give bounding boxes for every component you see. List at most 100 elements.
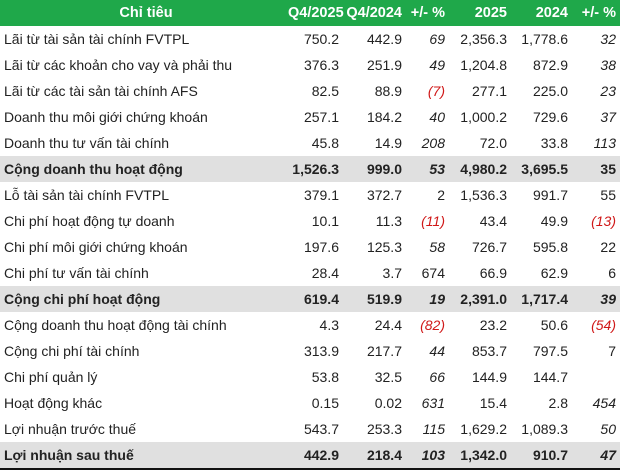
row-label: Cộng chi phí tài chính (4, 343, 140, 359)
cell-q4-2024: 3.7 (382, 265, 402, 281)
cell-q-change-pct: 103 (406, 442, 449, 470)
cell-q4-2025: 750.2 (303, 31, 339, 47)
cell-2025: 66.9 (479, 265, 507, 281)
cell-q4-2024: 184.2 (366, 109, 402, 125)
cell-q-change-pct: 631 (421, 395, 445, 411)
cell-2025: 43.4 (479, 213, 507, 229)
cell-2024: 144.7 (532, 369, 568, 385)
cell-y-change-pct: (13) (591, 213, 616, 229)
cell-q4-2025: 45.8 (311, 135, 339, 151)
row-label: Lãi từ các tài sản tài chính AFS (4, 83, 198, 99)
table-row: Lãi từ tài sản tài chính FVTPL 750.2 442.9… (0, 26, 620, 52)
cell-q-change-pct: (11) (421, 213, 445, 229)
cell-q4-2024: 251.9 (366, 57, 402, 73)
cell-q4-2025: 257.1 (303, 109, 339, 125)
cell-q4-2024: 32.5 (374, 369, 402, 385)
cell-q4-2024: 0.02 (374, 395, 402, 411)
row-label: Chi phí hoạt động tự doanh (4, 213, 175, 229)
cell-q-change-pct: 66 (429, 369, 445, 385)
cell-q-change-pct: 69 (429, 31, 445, 47)
header-indicator: Chỉ tiêu (0, 0, 288, 26)
cell-q-change-pct: 19 (406, 286, 449, 312)
cell-2025: 144.9 (471, 369, 507, 385)
cell-q4-2025: 1,526.3 (288, 156, 343, 182)
cell-q4-2024: 11.3 (375, 213, 402, 229)
header-row: Chỉ tiêu Q4/2025 Q4/2024 +/- % 2025 2024… (0, 0, 620, 26)
cell-q-change-pct: 44 (429, 343, 445, 359)
cell-q4-2025: 82.5 (311, 83, 339, 99)
cell-q4-2025: 543.7 (303, 421, 339, 437)
cell-q4-2025: 442.9 (288, 442, 343, 470)
cell-q-change-pct: 115 (422, 421, 445, 437)
total-row: Lợi nhuận sau thuế 442.9 218.4 103 1,342.0 91… (0, 442, 620, 470)
table-row: Chi phí môi giới chứng khoán 197.6 125.3 58… (0, 234, 620, 260)
cell-y-change-pct: 39 (572, 286, 620, 312)
row-label: Cộng doanh thu hoạt động tài chính (4, 317, 227, 333)
cell-2025: 2,356.3 (460, 31, 507, 47)
table-row: Lãi từ các khoản cho vay và phải thu 376.… (0, 52, 620, 78)
row-label: Doanh thu môi giới chứng khoán (4, 109, 208, 125)
table-row: Chi phí tư vấn tài chính 28.4 3.7 674 66.9 62… (0, 260, 620, 286)
cell-y-change-pct: 35 (572, 156, 620, 182)
cell-y-change-pct: 22 (600, 239, 616, 255)
cell-q-change-pct: 49 (429, 57, 445, 73)
header-q4-2024: Q4/2024 (343, 0, 406, 26)
cell-q4-2025: 0.15 (311, 395, 339, 411)
cell-q4-2025: 28.4 (311, 265, 339, 281)
row-label: Cộng doanh thu hoạt động (0, 156, 288, 182)
total-row: Cộng chi phí hoạt động 619.4 519.9 19 2,391.… (0, 286, 620, 312)
cell-2024: 729.6 (532, 109, 568, 125)
cell-2025: 1,342.0 (449, 442, 511, 470)
header-y-change-pct: +/- % (572, 0, 620, 26)
cell-q-change-pct: (82) (420, 317, 445, 333)
header-q-change-pct: +/- % (406, 0, 449, 26)
table-row: Cộng chi phí tài chính 313.9 217.7 44 853.7 7… (0, 338, 620, 364)
cell-2024: 595.8 (532, 239, 568, 255)
cell-2025: 72.0 (479, 135, 507, 151)
row-label: Lợi nhuận sau thuế (0, 442, 288, 470)
cell-q4-2025: 313.9 (303, 343, 339, 359)
table-row: Lãi từ các tài sản tài chính AFS 82.5 88.9… (0, 78, 620, 104)
cell-y-change-pct: 32 (600, 31, 616, 47)
cell-y-change-pct: 37 (600, 109, 616, 125)
cell-2024: 2.8 (548, 395, 568, 411)
cell-q-change-pct: 2 (437, 187, 445, 203)
cell-2025: 15.4 (479, 395, 507, 411)
cell-y-change-pct: 38 (600, 57, 616, 73)
cell-2025: 2,391.0 (449, 286, 511, 312)
cell-q4-2025: 379.1 (303, 187, 339, 203)
cell-q4-2024: 88.9 (374, 83, 402, 99)
row-label: Hoạt động khác (4, 395, 103, 411)
cell-y-change-pct: 454 (592, 395, 616, 411)
cell-2024: 62.9 (540, 265, 568, 281)
cell-y-change-pct: 55 (600, 187, 616, 203)
cell-y-change-pct: 47 (572, 442, 620, 470)
table-row: Chi phí quản lý 53.8 32.5 66 144.9 144.7 (0, 364, 620, 390)
row-label: Lợi nhuận trước thuế (4, 421, 137, 437)
cell-2024: 50.6 (540, 317, 568, 333)
cell-q4-2024: 217.7 (366, 343, 402, 359)
row-label: Lỗ tài sản tài chính FVTPL (4, 187, 169, 203)
cell-2024: 1,089.3 (521, 421, 568, 437)
cell-y-change-pct: 113 (593, 135, 616, 151)
cell-q-change-pct: 58 (429, 239, 445, 255)
cell-2025: 1,536.3 (460, 187, 507, 203)
cell-q4-2024: 14.9 (374, 135, 402, 151)
cell-q-change-pct: 208 (421, 135, 445, 151)
cell-2024: 225.0 (532, 83, 568, 99)
cell-y-change-pct: (54) (591, 317, 616, 333)
table-row: Hoạt động khác 0.15 0.02 631 15.4 2.8 454 (0, 390, 620, 416)
cell-y-change-pct: 23 (600, 83, 616, 99)
cell-2024: 872.9 (532, 57, 568, 73)
table-row: Cộng doanh thu hoạt động tài chính 4.3 24.… (0, 312, 620, 338)
cell-q4-2024: 253.3 (366, 421, 402, 437)
row-label: Doanh thu tư vấn tài chính (4, 135, 170, 151)
cell-y-change-pct (572, 364, 620, 390)
row-label: Lãi từ tài sản tài chính FVTPL (4, 31, 190, 47)
cell-q4-2025: 376.3 (303, 57, 339, 73)
cell-2025: 726.7 (471, 239, 507, 255)
cell-q-change-pct: 40 (429, 109, 445, 125)
cell-2024: 797.5 (532, 343, 568, 359)
cell-q4-2025: 197.6 (303, 239, 339, 255)
table-row: Lỗ tài sản tài chính FVTPL 379.1 372.7 2 1,5… (0, 182, 620, 208)
